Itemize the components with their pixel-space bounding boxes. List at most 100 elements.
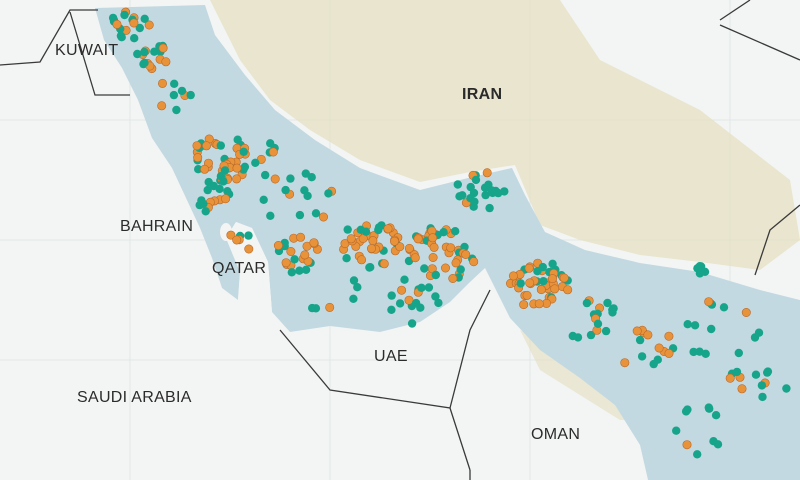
marker-teal[interactable] <box>266 211 275 220</box>
marker-teal[interactable] <box>586 330 596 340</box>
marker-teal[interactable] <box>395 299 405 308</box>
marker-teal[interactable] <box>451 227 460 236</box>
marker-teal[interactable] <box>417 283 426 292</box>
marker-orange[interactable] <box>357 255 367 265</box>
marker-orange[interactable] <box>221 194 231 204</box>
marker-teal[interactable] <box>758 392 767 402</box>
marker-teal[interactable] <box>140 58 149 68</box>
marker-teal[interactable] <box>603 298 612 308</box>
marker-teal[interactable] <box>120 10 129 20</box>
marker-orange[interactable] <box>704 297 714 307</box>
marker-orange[interactable] <box>200 164 210 174</box>
marker-teal[interactable] <box>150 47 159 56</box>
marker-orange[interactable] <box>244 244 254 254</box>
marker-teal[interactable] <box>287 268 296 277</box>
marker-orange[interactable] <box>482 168 492 178</box>
marker-orange[interactable] <box>563 285 573 295</box>
marker-teal[interactable] <box>261 170 270 180</box>
marker-teal[interactable] <box>700 267 710 276</box>
marker-teal[interactable] <box>199 199 208 208</box>
marker-teal[interactable] <box>203 185 212 195</box>
marker-orange[interactable] <box>469 257 479 267</box>
marker-orange[interactable] <box>643 330 653 340</box>
marker-orange[interactable] <box>397 285 407 295</box>
marker-orange[interactable] <box>508 271 518 281</box>
marker-teal[interactable] <box>170 79 179 89</box>
marker-teal[interactable] <box>301 169 310 178</box>
marker-orange[interactable] <box>383 224 393 234</box>
marker-teal[interactable] <box>533 267 542 276</box>
marker-orange[interactable] <box>395 242 405 252</box>
marker-teal[interactable] <box>593 319 603 328</box>
marker-orange[interactable] <box>346 234 356 244</box>
marker-teal[interactable] <box>342 254 351 263</box>
marker-teal[interactable] <box>431 270 440 280</box>
marker-teal[interactable] <box>707 324 716 334</box>
marker-orange[interactable] <box>559 273 569 283</box>
marker-orange[interactable] <box>413 234 423 244</box>
marker-teal[interactable] <box>140 47 149 57</box>
marker-orange[interactable] <box>368 236 378 246</box>
marker-teal[interactable] <box>251 158 260 167</box>
marker-teal[interactable] <box>281 185 290 195</box>
marker-teal[interactable] <box>763 368 772 377</box>
marker-teal[interactable] <box>387 291 396 300</box>
marker-orange[interactable] <box>296 232 306 242</box>
marker-orange[interactable] <box>286 247 296 257</box>
marker-teal[interactable] <box>194 165 203 174</box>
marker-orange[interactable] <box>664 331 674 341</box>
marker-teal[interactable] <box>480 183 490 192</box>
marker-teal[interactable] <box>713 440 723 449</box>
marker-teal[interactable] <box>172 105 181 115</box>
marker-teal[interactable] <box>201 207 210 216</box>
marker-orange[interactable] <box>461 250 471 260</box>
marker-teal[interactable] <box>689 347 698 357</box>
marker-teal[interactable] <box>573 333 583 342</box>
marker-orange[interactable] <box>525 278 535 288</box>
marker-orange[interactable] <box>404 243 414 253</box>
marker-teal[interactable] <box>349 276 359 285</box>
marker-teal[interactable] <box>539 277 548 286</box>
marker-orange[interactable] <box>226 230 236 240</box>
marker-orange[interactable] <box>192 141 202 151</box>
marker-teal[interactable] <box>130 34 139 43</box>
marker-teal[interactable] <box>407 319 417 328</box>
marker-teal[interactable] <box>361 227 371 236</box>
marker-teal[interactable] <box>456 265 465 274</box>
marker-orange[interactable] <box>144 20 154 30</box>
marker-teal[interactable] <box>582 298 592 308</box>
marker-teal[interactable] <box>481 190 490 200</box>
marker-orange[interactable] <box>547 274 557 284</box>
marker-teal[interactable] <box>683 320 692 329</box>
marker-teal[interactable] <box>500 187 509 196</box>
marker-teal[interactable] <box>704 403 713 412</box>
marker-teal[interactable] <box>431 292 440 301</box>
marker-teal[interactable] <box>239 147 248 156</box>
marker-orange[interactable] <box>632 326 642 336</box>
marker-teal[interactable] <box>324 189 333 198</box>
marker-teal[interactable] <box>374 223 384 232</box>
marker-orange[interactable] <box>366 244 376 254</box>
marker-teal[interactable] <box>223 187 232 196</box>
marker-orange[interactable] <box>448 273 458 283</box>
marker-orange[interactable] <box>161 57 171 67</box>
marker-teal[interactable] <box>693 264 702 273</box>
marker-teal[interactable] <box>635 335 645 345</box>
marker-teal[interactable] <box>140 14 149 23</box>
marker-orange[interactable] <box>232 235 242 245</box>
marker-orange[interactable] <box>157 101 167 111</box>
marker-teal[interactable] <box>186 90 195 100</box>
marker-orange[interactable] <box>232 163 242 173</box>
marker-orange[interactable] <box>664 348 674 358</box>
marker-teal[interactable] <box>244 231 253 240</box>
marker-teal[interactable] <box>220 166 230 175</box>
marker-teal[interactable] <box>701 349 710 358</box>
marker-teal[interactable] <box>209 181 218 191</box>
marker-teal[interactable] <box>349 294 358 303</box>
marker-orange[interactable] <box>112 19 122 29</box>
marker-teal[interactable] <box>116 31 126 40</box>
marker-teal[interactable] <box>637 352 647 361</box>
marker-teal[interactable] <box>424 283 434 292</box>
marker-teal[interactable] <box>343 225 352 234</box>
